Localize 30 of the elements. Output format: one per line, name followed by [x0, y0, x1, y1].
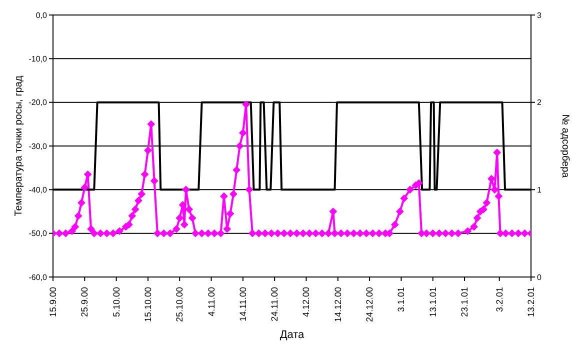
x-tick-label: 13.1.01	[428, 287, 438, 318]
y2-tick-label: 2	[537, 98, 542, 108]
x-tick-label: 3.2.01	[494, 287, 504, 312]
x-axis-title: Дата	[280, 329, 306, 341]
y-tick-label: -20,0	[28, 98, 48, 108]
x-tick-label: 13.2.01	[526, 287, 536, 318]
x-tick-label: 14.12.00	[332, 287, 343, 322]
x-tick-label: 15.10.00	[142, 287, 153, 322]
x-tick-label: 25.10.00	[174, 287, 185, 322]
y2-axis-title: № адсорбера	[559, 114, 570, 178]
x-tick-label: 3.1.01	[396, 287, 406, 312]
y2-tick-label: 0	[537, 272, 542, 282]
x-tick-label: 4.11.00	[206, 287, 216, 316]
x-tick-label: 24.11.00	[270, 287, 280, 322]
x-tick-label: 5.10.00	[111, 287, 122, 318]
y2-tick-label: 3	[537, 10, 542, 20]
x-tick-label: 15.9.00	[48, 287, 58, 318]
y-tick-label: 0,0	[36, 10, 48, 20]
y-tick-label: -10,0	[28, 54, 48, 64]
y-tick-label: -50,0	[28, 229, 48, 238]
x-tick-label: 4.12.00	[301, 287, 312, 318]
y-tick-label: -60,0	[28, 272, 48, 282]
x-tick-label: 24.12.00	[364, 287, 375, 322]
y-tick-label: -30,0	[28, 142, 48, 151]
y-axis-title: Температура точки росы, град	[14, 76, 25, 216]
y-tick-label: -40,0	[28, 186, 48, 195]
x-tick-label: 14.11.00	[238, 287, 248, 322]
y2-tick-label: 1	[537, 186, 542, 195]
x-tick-label: 25.9.00	[80, 287, 90, 318]
x-tick-label: 23.1.01	[460, 287, 470, 318]
